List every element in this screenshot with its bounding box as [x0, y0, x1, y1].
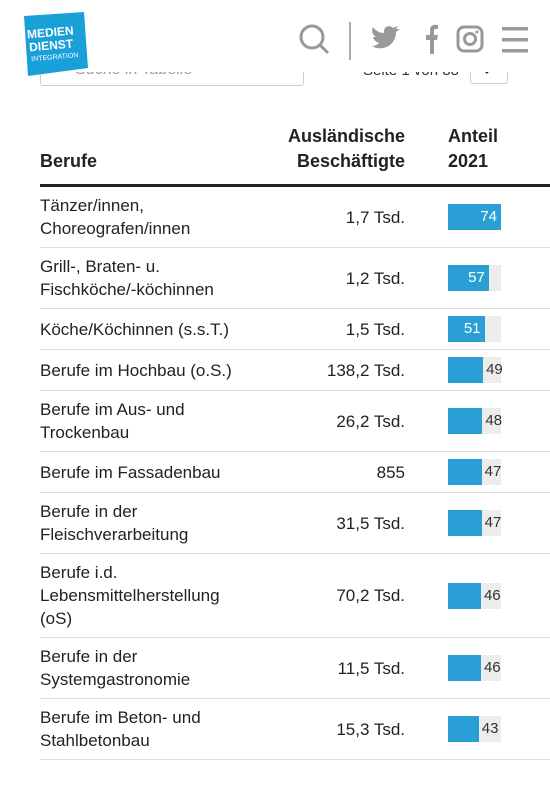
bar	[448, 582, 481, 609]
bar	[448, 408, 483, 434]
foreign-employees: 1,7 Tsd.	[250, 185, 405, 248]
data-table: Berufe Ausländische Beschäftigte Anteil …	[40, 124, 550, 760]
share-label: 51	[463, 320, 481, 337]
share-label: 48	[485, 412, 503, 429]
occupation: Berufe in der Systemgastronomie	[40, 637, 250, 699]
share-cell: 46	[405, 553, 550, 638]
share-label: 43	[481, 720, 499, 737]
table-row: Köche/Köchinnen (s.s.T.) 1,5 Tsd. 51	[40, 308, 550, 350]
foreign-employees: 855	[250, 451, 405, 493]
foreign-employees: 138,2 Tsd.	[250, 349, 405, 391]
occupation: Grill-, Braten- u. Fischköche/-köchinnen	[40, 247, 250, 309]
bar-track: 49	[448, 357, 503, 383]
occupation: Berufe im Beton- und Stahlbetonbau	[40, 698, 250, 760]
foreign-employees: 1,2 Tsd.	[250, 247, 405, 309]
share-label: 46	[483, 586, 501, 604]
foreign-employees: 31,5 Tsd.	[250, 492, 405, 554]
search-icon[interactable]	[299, 24, 330, 55]
header-icons	[299, 22, 528, 60]
table-row: Berufe im Hochbau (o.S.) 138,2 Tsd. 49	[40, 349, 550, 391]
menu-icon[interactable]	[502, 27, 528, 53]
occupation: Berufe i.d. Lebensmittelherstellung (oS)	[40, 553, 250, 638]
bar	[448, 204, 501, 230]
column-header[interactable]: Ausländische Beschäftigte	[250, 124, 405, 187]
share-cell: 74	[405, 185, 550, 248]
facebook-icon[interactable]	[426, 24, 438, 54]
share-label: 46	[483, 659, 501, 676]
bar-track: 51	[448, 316, 501, 342]
share-cell: 47	[405, 492, 550, 554]
occupation: Berufe im Hochbau (o.S.)	[40, 349, 250, 391]
table-row: Berufe in der Fleischverarbeitung 31,5 Ts…	[40, 492, 550, 554]
table-row: Berufe i.d. Lebensmittelherstellung (oS)…	[40, 553, 550, 638]
bar-track: 48	[448, 408, 503, 434]
share-cell: 57	[405, 247, 550, 309]
bar-track: 47	[448, 459, 501, 485]
bar	[448, 316, 485, 342]
share-cell: 48	[405, 390, 550, 452]
foreign-employees: 1,5 Tsd.	[250, 308, 405, 350]
bar	[448, 459, 482, 485]
bar-track: 43	[448, 716, 501, 742]
occupation: Berufe in der Fleischverarbeitung	[40, 492, 250, 554]
header: MEDIEN DIENST INTEGRATION	[0, 0, 550, 76]
occupation: Berufe im Aus- und Trockenbau	[40, 390, 250, 452]
bar	[448, 655, 481, 681]
table-row: Berufe im Fassadenbau 855 47	[40, 451, 550, 493]
table-row: Berufe im Beton- und Stahlbetonbau 15,3 T…	[40, 698, 550, 760]
logo-text: INTEGRATION	[31, 52, 79, 63]
bar	[448, 357, 484, 383]
bar-track: 46	[448, 582, 501, 609]
bar	[448, 265, 489, 291]
share-label: 47	[484, 514, 502, 531]
share-cell: 47	[405, 451, 550, 493]
occupation: Köche/Köchinnen (s.s.T.)	[40, 308, 250, 350]
bar	[448, 716, 479, 742]
logo[interactable]: MEDIEN DIENST INTEGRATION	[22, 12, 90, 76]
foreign-employees: 70,2 Tsd.	[250, 553, 405, 638]
foreign-employees: 15,3 Tsd.	[250, 698, 405, 760]
instagram-icon[interactable]	[456, 25, 484, 53]
share-label: 74	[480, 208, 497, 225]
table-row: Tänzer/innen, Choreografen/innen 1,7 Tsd.…	[40, 185, 550, 248]
occupation: Tänzer/innen, Choreografen/innen	[40, 185, 250, 248]
column-header[interactable]: Anteil 2021	[405, 124, 550, 187]
table-row: Berufe im Aus- und Trockenbau 26,2 Tsd. 48	[40, 390, 550, 452]
logo-text: MEDIEN	[26, 23, 74, 41]
foreign-employees: 26,2 Tsd.	[250, 390, 405, 452]
bar-track: 46	[448, 655, 501, 681]
twitter-icon[interactable]	[372, 26, 400, 49]
share-label: 47	[484, 463, 502, 480]
logo-text: DIENST	[29, 36, 75, 54]
column-header-text: Anteil 2021	[448, 126, 499, 171]
share-label: 57	[468, 269, 485, 286]
bar-track: 47	[448, 510, 501, 536]
bar-track: 74	[448, 204, 501, 230]
occupation: Berufe im Fassadenbau	[40, 451, 250, 493]
foreign-employees: 11,5 Tsd.	[250, 637, 405, 699]
bar	[448, 510, 482, 536]
bar-track: 57	[448, 265, 501, 291]
share-cell: 51	[405, 308, 550, 350]
share-cell: 46	[405, 637, 550, 699]
table-row: Grill-, Braten- u. Fischköche/-köchinnen…	[40, 247, 550, 309]
table-row: Berufe in der Systemgastronomie 11,5 Tsd.…	[40, 637, 550, 699]
share-cell: 49	[405, 349, 550, 391]
share-label: 49	[486, 361, 503, 378]
share-cell: 43	[405, 698, 550, 760]
column-header[interactable]: Berufe	[40, 124, 250, 187]
